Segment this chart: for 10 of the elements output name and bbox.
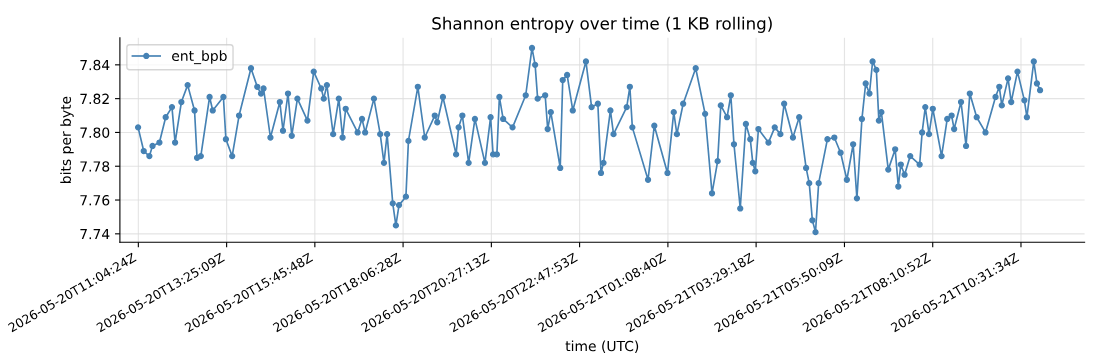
y-tick-label: 7.82 <box>80 93 109 105</box>
y-tick-label: 7.76 <box>80 195 110 206</box>
x-axis-title: time (UTC) <box>565 340 639 353</box>
y-tick-label: 7.74 <box>80 228 110 240</box>
chart-title: Shannon entropy over time (1 KB rolling) <box>432 16 772 33</box>
y-tick-label: 7.80 <box>80 127 110 138</box>
y-axis-title: bits per byte <box>60 96 74 183</box>
y-tick-label: 7.78 <box>80 161 110 172</box>
legend-label: ent_bpb <box>172 50 227 65</box>
y-tick-label: 7.84 <box>80 59 110 71</box>
